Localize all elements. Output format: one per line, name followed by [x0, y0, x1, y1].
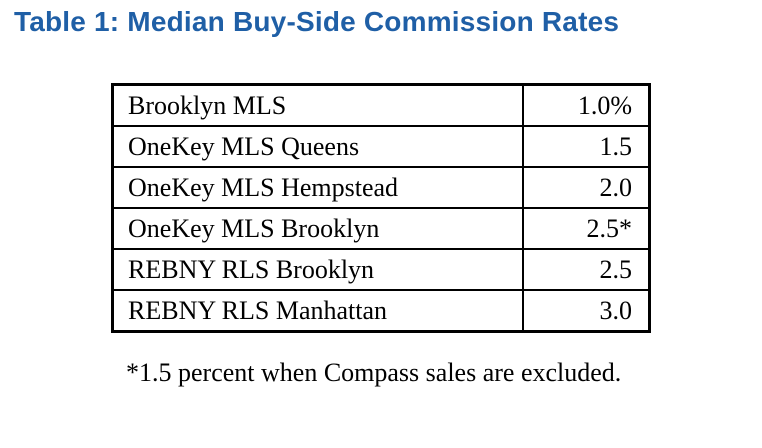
row-label: REBNY RLS Manhattan: [111, 289, 524, 333]
table-row: OneKey MLS Queens 1.5: [111, 125, 651, 168]
table-footnote: *1.5 percent when Compass sales are excl…: [126, 358, 622, 387]
row-value: 1.0%: [522, 83, 651, 127]
row-label: OneKey MLS Brooklyn: [111, 207, 524, 250]
row-label: REBNY RLS Brooklyn: [111, 248, 524, 291]
table-title: Table 1: Median Buy-Side Commission Rate…: [14, 6, 620, 37]
row-label: Brooklyn MLS: [111, 83, 524, 127]
table-row: REBNY RLS Manhattan 3.0: [111, 289, 651, 333]
row-value: 2.5: [522, 248, 651, 291]
commission-rates-table: Brooklyn MLS 1.0% OneKey MLS Queens 1.5 …: [111, 83, 651, 333]
row-label: OneKey MLS Queens: [111, 125, 524, 168]
table-row: OneKey MLS Brooklyn 2.5*: [111, 207, 651, 250]
table-row: REBNY RLS Brooklyn 2.5: [111, 248, 651, 291]
row-label: OneKey MLS Hempstead: [111, 166, 524, 209]
table-row: Brooklyn MLS 1.0%: [111, 83, 651, 127]
row-value: 2.0: [522, 166, 651, 209]
row-value: 2.5*: [522, 207, 651, 250]
row-value: 3.0: [522, 289, 651, 333]
table-row: OneKey MLS Hempstead 2.0: [111, 166, 651, 209]
row-value: 1.5: [522, 125, 651, 168]
